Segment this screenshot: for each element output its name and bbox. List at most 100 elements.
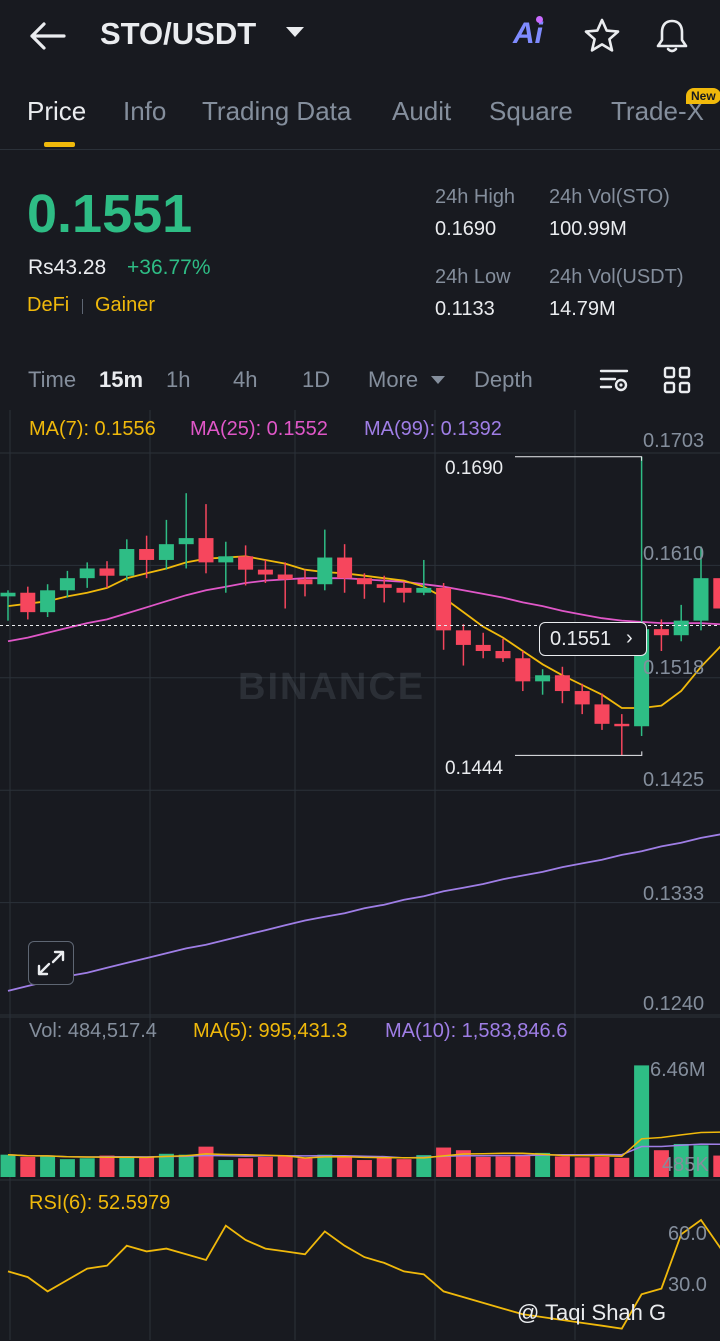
low-label: 24h Low [435, 266, 511, 288]
tag-defi[interactable]: DeFi [27, 294, 70, 316]
timeframe-1h[interactable]: 1h [166, 367, 191, 392]
candle-body [475, 644, 491, 651]
volume-bar [614, 1157, 630, 1177]
volume-legend: Vol: 484,517.4 [29, 1020, 157, 1042]
back-arrow-icon[interactable] [28, 18, 68, 54]
tab-price[interactable]: Price [27, 96, 87, 126]
volume-bar [178, 1154, 194, 1177]
candle-body [257, 569, 273, 575]
volume-axis-label: 485K [662, 1154, 709, 1176]
volume-bar [20, 1156, 36, 1177]
volume-ma5-line [7, 1131, 720, 1159]
candle-body [554, 675, 570, 692]
candle-body [713, 578, 720, 609]
volume-bar [594, 1156, 610, 1177]
star-icon[interactable] [582, 16, 622, 56]
candle-body [40, 590, 56, 613]
ma25-line [7, 577, 720, 643]
price-change: +36.77% [127, 256, 211, 279]
tab-square[interactable]: Square [489, 96, 573, 126]
volume-bar [475, 1156, 491, 1177]
pair-dropdown-icon[interactable] [286, 27, 304, 37]
volume-bar [515, 1154, 531, 1177]
volume-bar [396, 1159, 412, 1177]
candle-body [79, 568, 95, 579]
ma99-line [7, 833, 720, 992]
price-axis-label: 0.1240 [643, 993, 705, 1015]
candle-body [277, 574, 293, 580]
candle-body [317, 557, 333, 585]
candle-body [158, 544, 174, 560]
high-value: 0.1690 [435, 218, 497, 240]
high-marker-line [515, 456, 643, 461]
indicator-settings-icon[interactable] [598, 364, 630, 396]
ai-dot [536, 16, 543, 23]
low-value: 0.1133 [435, 298, 495, 320]
ma7-line [7, 555, 720, 709]
ma7-legend: MA(7): 0.1556 [29, 418, 156, 440]
price-axis-label: 0.1333 [643, 883, 705, 905]
volume-bar [495, 1156, 511, 1177]
timeframe-15m[interactable]: 15m [99, 367, 144, 392]
volume-bar [337, 1157, 353, 1177]
volume-ma10-legend: MA(10): 1,583,846.6 [385, 1020, 568, 1042]
volume-bar [158, 1153, 174, 1177]
volume-bar [416, 1155, 432, 1177]
price-axis-label: 0.1703 [643, 430, 705, 452]
volume-bar [238, 1158, 254, 1177]
volume-bar [455, 1150, 471, 1177]
timeframe-4h[interactable]: 4h [233, 367, 258, 392]
volume-bar [693, 1145, 709, 1177]
volume-bar [297, 1158, 313, 1177]
grid-layout-icon[interactable] [661, 364, 693, 396]
ma99-legend: MA(99): 0.1392 [364, 418, 502, 440]
tag-gainer[interactable]: Gainer [95, 294, 156, 316]
tab-audit[interactable]: Audit [392, 96, 452, 126]
tag-divider [82, 299, 83, 314]
candle-body [119, 549, 135, 576]
candle-body [238, 556, 254, 570]
volume-bar [277, 1156, 293, 1177]
new-badge: New [686, 88, 720, 104]
volume-bar [356, 1160, 372, 1177]
expand-icon [37, 950, 65, 976]
candle-body [416, 587, 432, 593]
rsi-line [7, 1218, 720, 1330]
active-tab-indicator [44, 142, 75, 147]
candle-body [515, 658, 531, 682]
timeframe-more[interactable]: More [368, 367, 419, 392]
timeframe-time[interactable]: Time [28, 367, 77, 392]
volume-bar [0, 1154, 16, 1177]
candle-body [436, 587, 452, 631]
candle-body [139, 549, 155, 560]
candle-body [0, 592, 16, 597]
price-axis-label: 0.1610 [643, 543, 705, 565]
credit-text: @ Taqi Shah G [517, 1300, 667, 1325]
candle-body [455, 630, 471, 645]
candle-body [495, 650, 511, 659]
pair-title[interactable]: STO/USDT [100, 16, 257, 51]
bell-icon[interactable] [652, 16, 692, 56]
binance-watermark: BINANCE [238, 666, 426, 708]
vol-base-label: 24h Vol(STO) [549, 186, 670, 208]
candle-body [99, 568, 115, 576]
volume-bar [535, 1152, 551, 1177]
candle-body [356, 578, 372, 585]
volume-bar [634, 1065, 650, 1177]
tab-trading-data[interactable]: Trading Data [202, 96, 352, 126]
candle-body [59, 578, 75, 591]
candle-body [178, 538, 194, 545]
fullscreen-button[interactable] [28, 941, 74, 985]
timeframe-1d[interactable]: 1D [302, 367, 331, 392]
volume-axis-label: 6.46M [650, 1059, 706, 1081]
last-price-marker[interactable]: 0.1551 › [539, 622, 647, 656]
candlestick-chart[interactable] [0, 410, 720, 1341]
rsi-axis-label: 30.0 [668, 1274, 707, 1296]
volume-bar [79, 1158, 95, 1177]
tab-info[interactable]: Info [123, 96, 167, 126]
volume-bar [257, 1156, 273, 1177]
more-dropdown-icon[interactable] [431, 376, 445, 384]
depth-tab[interactable]: Depth [474, 367, 533, 392]
volume-bar [653, 1150, 669, 1177]
price-axis-label: 0.1518 [643, 657, 705, 679]
